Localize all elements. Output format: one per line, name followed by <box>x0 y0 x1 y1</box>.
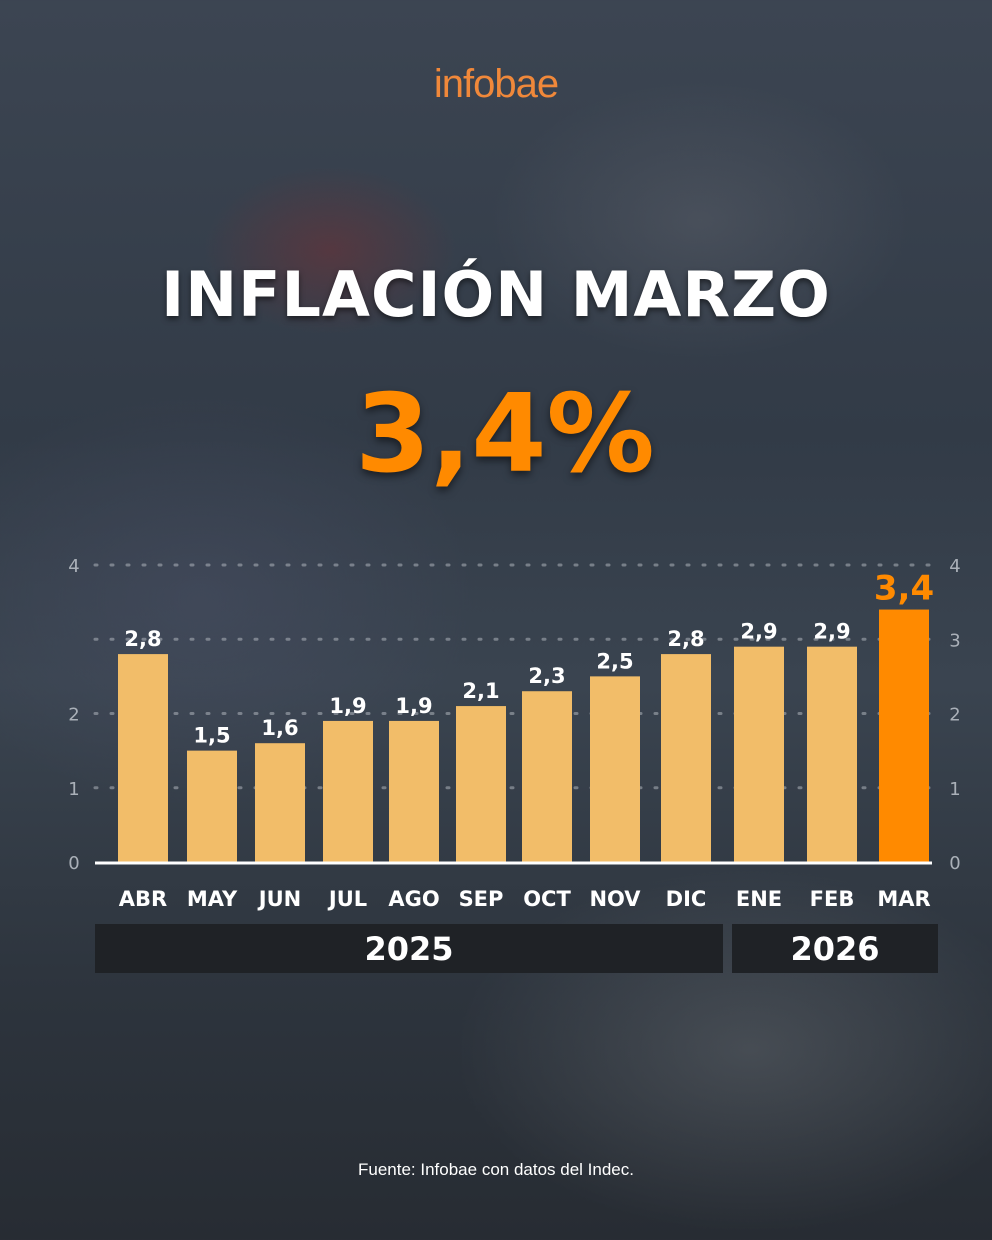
infobae-logo: infobae <box>433 62 559 106</box>
x-tick-label: MAR <box>877 887 930 911</box>
x-tick-label: SEP <box>459 887 504 911</box>
y-tick-right: 3 <box>949 630 960 651</box>
year-band-2026 <box>732 924 938 973</box>
y-tick-right: 0 <box>949 853 960 874</box>
y-tick-left: 4 <box>68 556 79 577</box>
y-tick-left: 2 <box>68 705 79 726</box>
bar-ago <box>389 720 439 862</box>
x-tick-label: JUN <box>257 887 301 911</box>
bar-jul <box>323 720 373 862</box>
bar-mar <box>879 609 929 862</box>
y-tick-right: 2 <box>949 705 960 726</box>
x-tick-label: NOV <box>589 887 641 911</box>
data-label: 2,9 <box>813 620 850 644</box>
headline-value: 3,4% <box>355 372 655 497</box>
x-tick-label: AGO <box>388 887 439 911</box>
bar-nov <box>590 676 640 862</box>
y-tick-right: 4 <box>949 556 960 577</box>
data-label: 2,9 <box>740 620 777 644</box>
x-tick-label: ENE <box>736 887 782 911</box>
bar-feb <box>807 646 857 862</box>
bar-ene <box>734 646 784 862</box>
x-tick-label: JUL <box>327 887 367 911</box>
data-label: 1,9 <box>395 694 432 718</box>
year-label: 2026 <box>790 930 879 968</box>
data-label: 2,1 <box>462 679 499 703</box>
x-tick-label: MAY <box>187 887 238 911</box>
y-tick-left: 0 <box>68 853 79 874</box>
source-note: Fuente: Infobae con datos del Indec. <box>358 1160 634 1179</box>
data-label: 1,5 <box>193 724 230 748</box>
bar-chart: 0 1 2 4 0 1 2 3 4 2,8 ABR 1,5 MAY 1,6 JUN 1,9 JUL 1,9 AGO 2… <box>68 556 961 973</box>
bar-may <box>187 750 237 862</box>
year-label: 2025 <box>364 930 453 968</box>
year-band-2025 <box>95 924 723 973</box>
page-title: INFLACIÓN MARZO <box>161 258 831 331</box>
data-label: 1,6 <box>261 716 298 740</box>
y-tick-left: 1 <box>68 779 79 800</box>
y-tick-right: 1 <box>949 779 960 800</box>
data-label: 2,5 <box>596 649 633 673</box>
data-label: 2,3 <box>528 664 565 688</box>
x-tick-label: FEB <box>810 887 855 911</box>
bar-oct <box>522 691 572 862</box>
x-tick-label: DIC <box>666 887 707 911</box>
bar-jun <box>255 743 305 862</box>
x-tick-label: OCT <box>523 887 571 911</box>
bar-abr <box>118 654 168 862</box>
data-label: 1,9 <box>329 694 366 718</box>
bar-sep <box>456 706 506 862</box>
data-label: 3,4 <box>874 569 934 609</box>
x-tick-label: ABR <box>119 887 167 911</box>
bar-dic <box>661 654 711 862</box>
data-label: 2,8 <box>667 627 704 651</box>
data-label: 2,8 <box>124 627 161 651</box>
